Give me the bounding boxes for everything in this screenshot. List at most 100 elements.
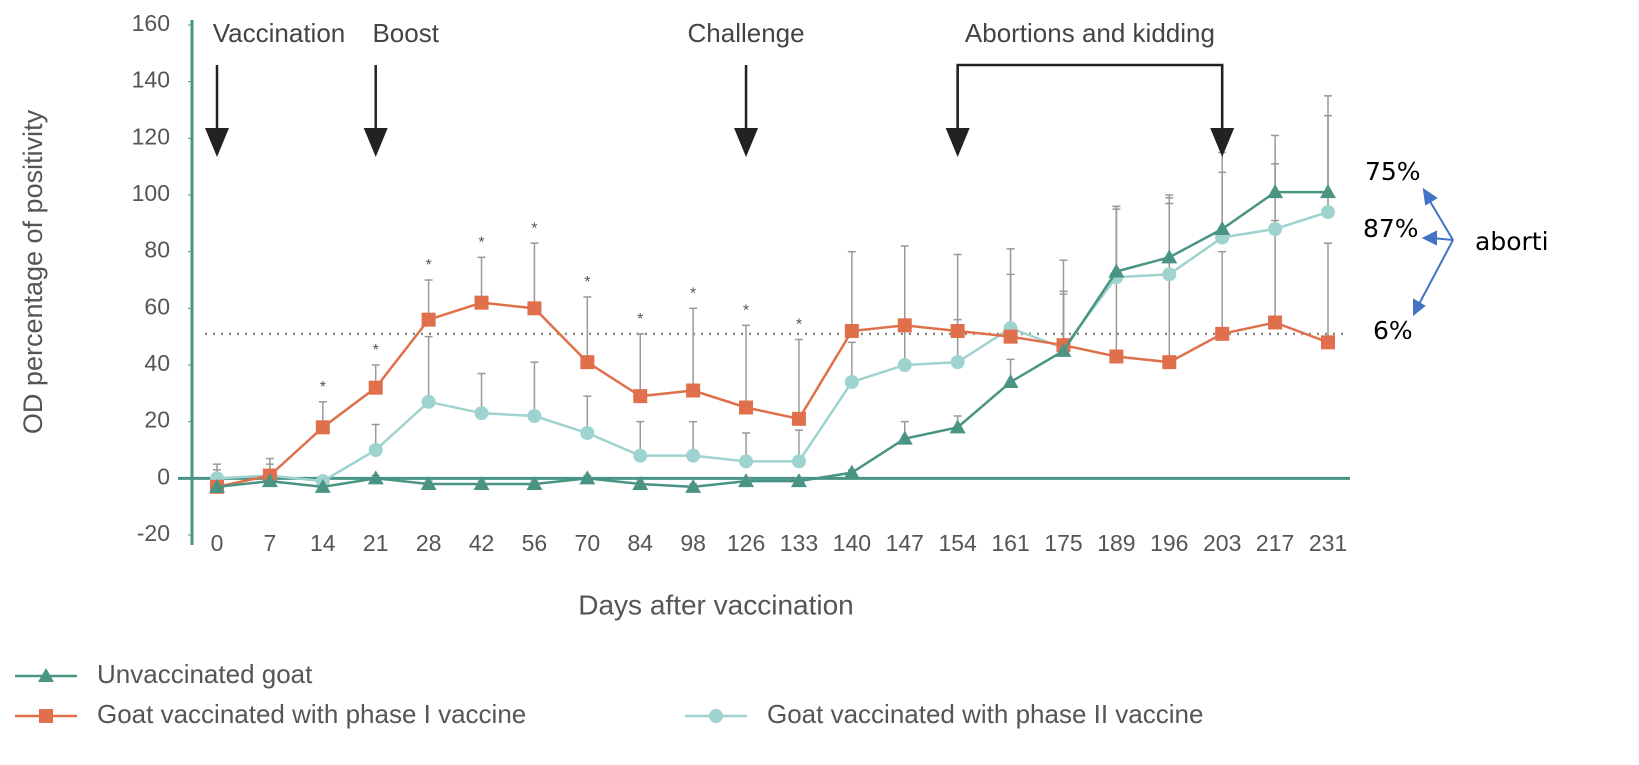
legend-label: Goat vaccinated with phase I vaccine — [97, 699, 526, 729]
y-tick-label: 120 — [132, 123, 170, 149]
y-tick-label: 20 — [144, 407, 170, 433]
x-tick-label: 28 — [416, 530, 442, 556]
point — [686, 448, 701, 463]
event-label: Boost — [372, 18, 439, 48]
x-axis-label: Days after vaccination — [578, 589, 853, 620]
significance-mark: * — [320, 379, 326, 396]
point — [1321, 335, 1335, 350]
side-label: 6% — [1373, 316, 1413, 345]
point — [896, 430, 913, 445]
legend-label: Goat vaccinated with phase II vaccine — [767, 699, 1203, 729]
x-tick-label: 203 — [1203, 530, 1241, 556]
point — [527, 301, 542, 316]
significance-mark: * — [690, 286, 696, 303]
y-tick-label: 100 — [132, 180, 170, 206]
point — [1161, 249, 1178, 264]
point — [368, 443, 383, 457]
x-tick-label: 217 — [1256, 530, 1294, 556]
point — [686, 383, 701, 398]
point — [368, 380, 383, 395]
point — [897, 318, 912, 333]
event-arrow — [734, 128, 759, 157]
point — [633, 448, 648, 463]
point — [1320, 184, 1336, 199]
significance-mark: * — [637, 311, 643, 328]
event-arrow — [945, 128, 970, 157]
point — [738, 473, 755, 488]
x-tick-label: 56 — [522, 530, 548, 556]
point — [632, 476, 649, 490]
x-tick-label: 154 — [938, 530, 977, 556]
event-bracket — [956, 63, 1224, 130]
point — [1267, 184, 1284, 199]
point — [791, 411, 806, 426]
event-arrow — [205, 128, 229, 157]
point — [949, 419, 966, 434]
side-label: 87% — [1363, 214, 1419, 243]
point — [580, 426, 595, 440]
y-tick-label: 0 — [157, 463, 170, 489]
point — [580, 355, 595, 370]
point — [38, 668, 54, 682]
x-tick-label: 84 — [627, 530, 653, 556]
point — [1215, 326, 1230, 341]
point — [39, 709, 53, 723]
side-label: 75% — [1365, 157, 1421, 186]
point — [474, 295, 489, 310]
series-line — [216, 301, 1329, 489]
x-tick-label: 98 — [680, 530, 706, 556]
point — [1268, 315, 1283, 330]
point — [1003, 329, 1018, 344]
x-tick-label: 147 — [886, 530, 924, 556]
x-tick-label: 70 — [575, 530, 601, 556]
point — [950, 355, 965, 370]
point — [1055, 342, 1072, 357]
point — [209, 478, 225, 493]
point — [527, 409, 542, 423]
point — [1108, 263, 1125, 278]
point — [897, 358, 912, 372]
y-tick-label: 160 — [132, 10, 170, 36]
point — [790, 473, 807, 488]
x-tick-label: 196 — [1150, 530, 1188, 556]
x-tick-label: 140 — [833, 530, 871, 556]
series-line — [216, 190, 1328, 489]
point — [739, 400, 754, 415]
y-tick-label: 40 — [144, 350, 170, 376]
point — [314, 478, 331, 493]
x-tick-label: 126 — [727, 530, 765, 556]
point — [791, 454, 806, 469]
significance-mark: * — [478, 235, 484, 252]
event-label: Abortions and kidding — [965, 18, 1215, 48]
point — [1162, 355, 1177, 370]
point — [474, 406, 489, 421]
x-tick-label: 161 — [991, 530, 1029, 556]
point — [843, 464, 860, 479]
point — [315, 420, 330, 435]
point — [633, 389, 648, 404]
point — [1109, 349, 1124, 364]
x-tick-label: 175 — [1044, 530, 1082, 556]
point — [579, 470, 596, 485]
point — [685, 478, 702, 493]
event-label: Vaccination — [213, 18, 346, 48]
significance-mark: * — [373, 342, 379, 359]
point — [1162, 267, 1177, 282]
point — [367, 470, 384, 485]
event-arrow — [363, 128, 388, 157]
point — [261, 473, 278, 488]
point — [1214, 221, 1231, 235]
x-tick-label: 0 — [211, 530, 224, 556]
x-tick-label: 21 — [363, 530, 389, 556]
point — [421, 312, 436, 327]
y-tick-label: -20 — [137, 520, 170, 546]
point — [1268, 222, 1283, 236]
y-tick-label: 140 — [132, 67, 170, 93]
point — [844, 324, 859, 338]
point — [526, 476, 543, 490]
y-tick-label: 60 — [144, 293, 170, 319]
significance-mark: * — [796, 317, 802, 334]
side-arrows — [1413, 187, 1454, 317]
point — [473, 476, 490, 490]
point — [1321, 205, 1335, 219]
